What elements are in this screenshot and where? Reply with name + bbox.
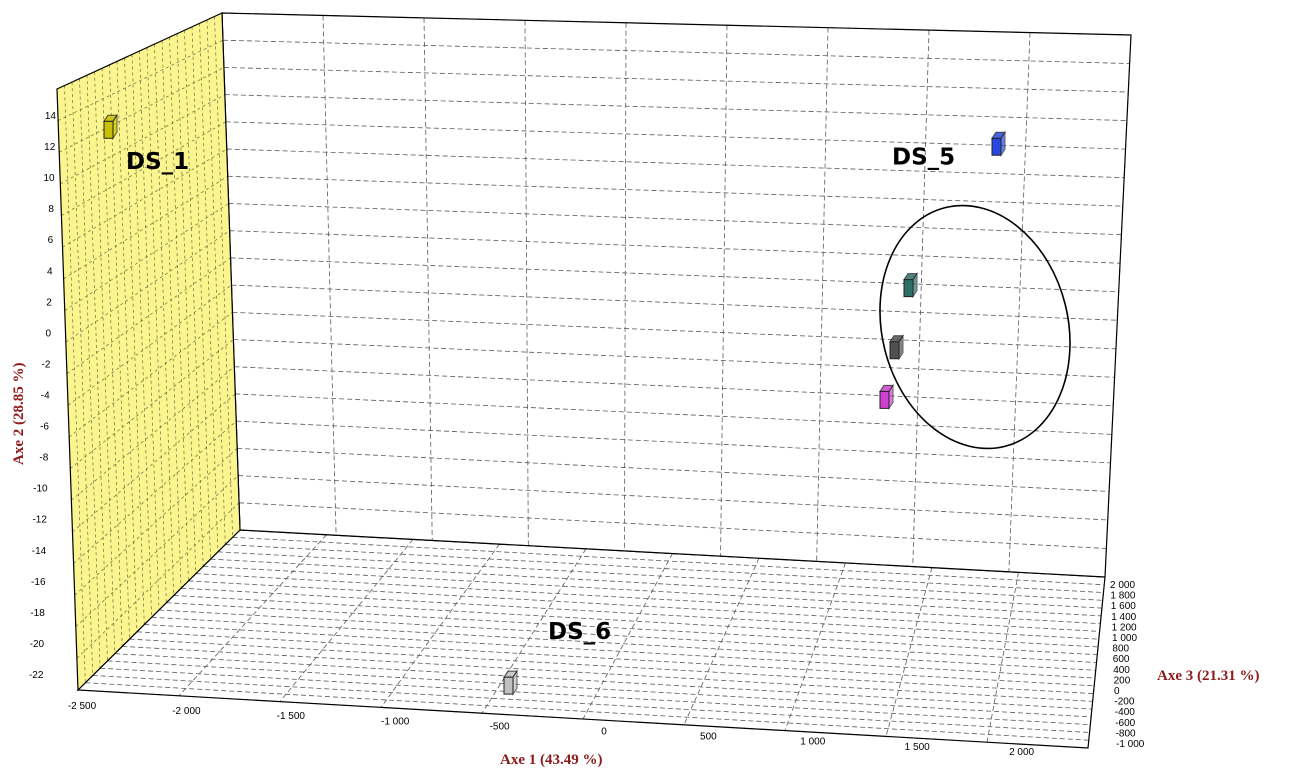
y-tick-label: 10 [43,173,55,184]
data-point [879,383,894,411]
point-label: DS_6 [548,619,611,645]
x-tick-label: 0 [601,727,607,738]
y-tick-label: -10 [33,484,48,495]
z-tick-label: 0 [1114,686,1120,697]
y-tick-label: -4 [41,391,50,402]
x-tick-label: -500 [490,721,510,732]
y-tick-label: -16 [31,577,46,588]
x-tick-label: 500 [700,732,717,743]
y-tick-label: 14 [45,111,57,122]
tick-labels: 14 12 10 8 6 4 2 0 -2 -4 -6 -8 -10 -12 -14 -16 -18 -20 -22… [29,111,1145,758]
data-point [503,669,518,696]
z-tick-label: -400 [1115,707,1135,718]
y-tick-label: 0 [46,328,52,339]
z-tick-label: 600 [1113,654,1130,665]
z-tick-label: 1 400 [1111,612,1136,623]
y-axis-title: Axe 2 (28.85 %) [11,363,27,465]
x-tick-label: -1 500 [277,711,306,722]
z-tick-label: 400 [1113,665,1130,676]
y-tick-label: -18 [30,608,45,619]
back-wall [221,12,1132,578]
y-tick-label: 8 [48,204,54,215]
y-tick-label: 6 [48,235,54,246]
point-label: DS_1 [126,149,189,175]
x-tick-label: 1 500 [905,742,930,753]
floor-plane [76,529,1106,749]
z-tick-label: 2 000 [1110,580,1135,591]
y-tick-label: 12 [44,142,56,153]
data-point [103,113,118,140]
x-axis-title: Axe 1 (43.49 %) [500,752,602,768]
x-tick-label: -2 000 [172,706,201,717]
z-tick-label: 1 000 [1112,633,1137,644]
z-tick-label: 800 [1112,644,1129,655]
x-tick-label: 1 000 [800,737,825,748]
y-tick-label: -6 [40,422,49,433]
point-label: DS_5 [892,144,955,170]
z-tick-label: -800 [1116,728,1136,739]
y-tick-label: 4 [47,266,53,277]
data-point [903,271,918,299]
left-wall [56,12,241,692]
z-tick-label: 1 800 [1110,591,1135,602]
z-tick-label: -600 [1115,718,1135,729]
y-tick-label: -22 [29,670,44,681]
data-point [991,130,1006,157]
y-tick-label: -12 [32,515,47,526]
z-tick-label: 1 200 [1112,622,1137,633]
y-tick-label: -8 [39,453,48,464]
z-tick-label: 200 [1114,675,1131,686]
z-axis-title: Axe 3 (21.31 %) [1157,668,1259,684]
y-tick-label: -20 [30,639,45,650]
x-tick-label: 2 000 [1009,747,1034,758]
z-tick-label: 1 600 [1111,601,1136,612]
z-tick-label: -1 000 [1116,739,1145,750]
x-tick-label: -1 000 [381,716,410,727]
data-points: DS_1 DS_5 DS_6 [103,113,1071,696]
z-tick-label: -200 [1114,697,1134,708]
y-tick-label: 2 [46,297,52,308]
y-tick-label: -14 [32,546,47,557]
cluster-ellipse [879,204,1071,450]
x-tick-label: -2 500 [68,701,97,712]
data-point [889,334,904,361]
y-tick-label: -2 [41,359,50,370]
